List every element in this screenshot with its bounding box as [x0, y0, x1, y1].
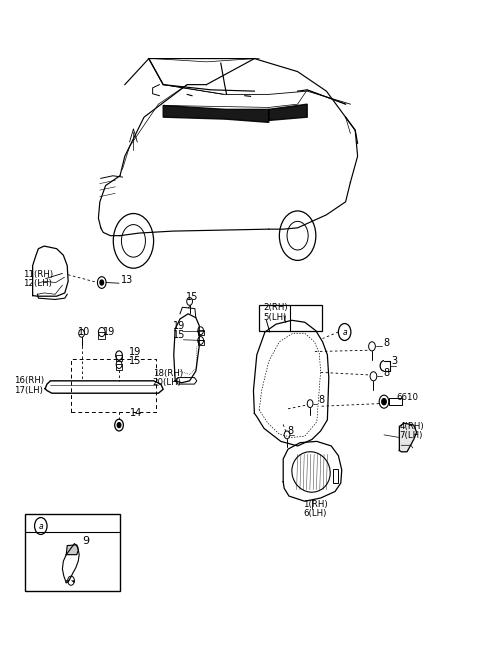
Text: a: a — [342, 327, 347, 337]
Text: 20(LH): 20(LH) — [153, 378, 181, 387]
Text: 8: 8 — [318, 395, 324, 405]
Bar — [116, 355, 122, 361]
Polygon shape — [399, 423, 417, 452]
Text: 13: 13 — [121, 275, 134, 285]
Text: 16(RH): 16(RH) — [14, 376, 45, 385]
Text: 8: 8 — [383, 338, 389, 348]
Polygon shape — [269, 104, 307, 120]
Text: 10: 10 — [78, 327, 91, 337]
Text: 17(LH): 17(LH) — [14, 385, 43, 395]
Circle shape — [382, 398, 386, 405]
Text: 6610: 6610 — [396, 393, 419, 402]
Circle shape — [100, 280, 104, 285]
Text: 8: 8 — [383, 368, 389, 378]
Text: 14: 14 — [130, 408, 142, 418]
Text: 5(LH): 5(LH) — [263, 312, 287, 322]
Text: 8: 8 — [287, 426, 293, 436]
Text: 19: 19 — [103, 327, 116, 337]
Text: 2(RH): 2(RH) — [263, 303, 288, 312]
Text: 15: 15 — [173, 331, 185, 340]
Text: 15: 15 — [186, 292, 199, 302]
Text: 18(RH): 18(RH) — [153, 368, 183, 378]
Text: a: a — [38, 521, 43, 531]
Text: 19: 19 — [129, 347, 141, 357]
Bar — [198, 330, 204, 335]
Bar — [333, 469, 338, 483]
Text: 1(RH): 1(RH) — [303, 500, 328, 509]
Bar — [389, 398, 402, 405]
Bar — [116, 364, 122, 370]
Text: 4(RH): 4(RH) — [399, 422, 424, 431]
Bar — [98, 332, 105, 339]
Text: 15: 15 — [129, 356, 141, 366]
Text: 7(LH): 7(LH) — [399, 431, 423, 440]
Text: 6(LH): 6(LH) — [303, 509, 327, 518]
Text: 9: 9 — [82, 536, 89, 546]
Polygon shape — [163, 105, 269, 122]
Text: 11(RH): 11(RH) — [23, 270, 53, 279]
Bar — [25, 514, 120, 591]
Text: 12(LH): 12(LH) — [23, 279, 52, 288]
Bar — [259, 305, 322, 331]
Circle shape — [117, 422, 121, 428]
Text: 3: 3 — [391, 356, 397, 366]
Text: 19: 19 — [173, 321, 185, 331]
Bar — [198, 340, 204, 345]
